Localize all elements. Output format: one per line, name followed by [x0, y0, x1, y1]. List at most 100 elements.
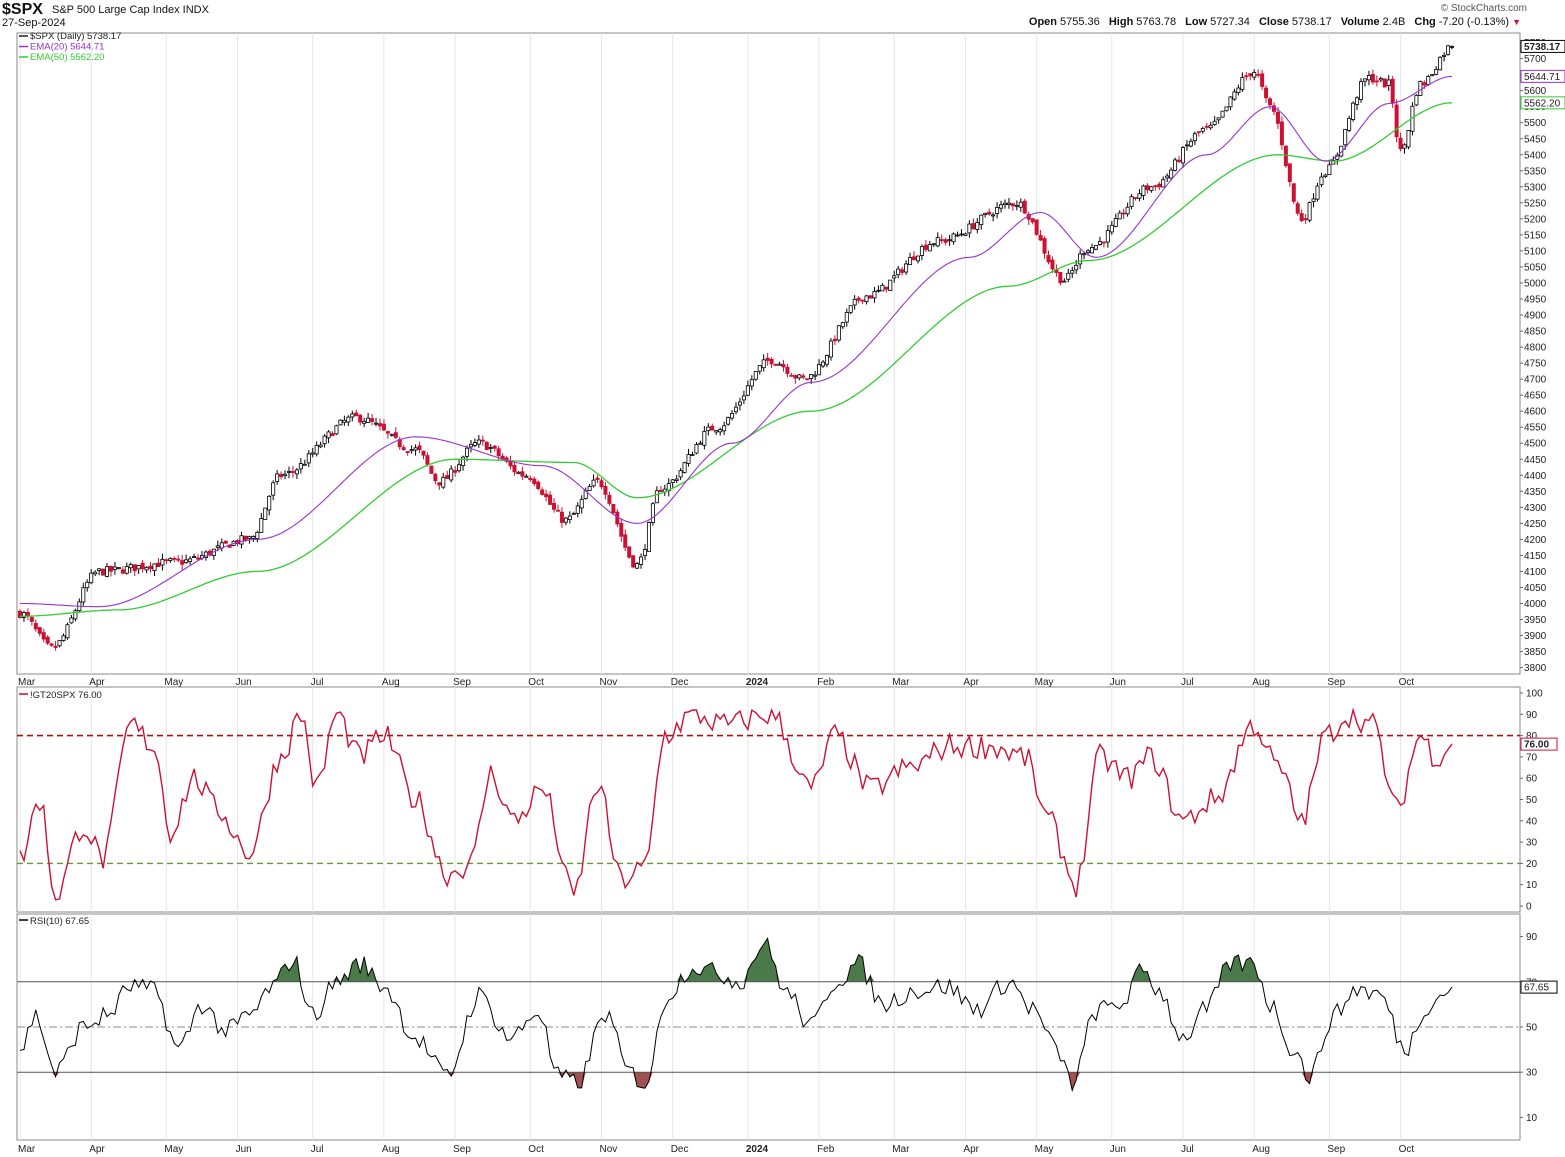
- candle-body: [152, 563, 157, 572]
- candle-body: [1196, 131, 1201, 134]
- candle-body: [730, 413, 735, 419]
- price-candle: [987, 208, 992, 216]
- x-tick-label: Sep: [1327, 677, 1345, 688]
- price-candle: [73, 608, 78, 622]
- candle-body: [342, 419, 347, 423]
- candle-body: [516, 471, 521, 474]
- candle-body: [761, 359, 766, 369]
- candle-body: [57, 640, 62, 647]
- price-ytick-label: 4850: [1524, 327, 1547, 338]
- down-arrow-icon: ▼: [1512, 17, 1521, 27]
- price-ytick-label: 4300: [1524, 503, 1547, 514]
- price-candle: [374, 417, 379, 427]
- candle-body: [943, 239, 948, 243]
- price-candle: [1046, 250, 1051, 265]
- price-candle: [516, 471, 521, 475]
- price-candle: [781, 359, 786, 372]
- price-candle: [666, 478, 671, 497]
- price-candle: [1078, 249, 1083, 269]
- volume-value: 2.4B: [1382, 16, 1406, 28]
- price-candle: [559, 507, 564, 528]
- price-candle: [144, 566, 149, 574]
- price-candle: [385, 430, 390, 439]
- price-candle: [65, 622, 70, 640]
- candle-body: [571, 513, 576, 515]
- price-candle: [409, 445, 414, 454]
- x-tick-label: May: [1035, 1144, 1054, 1155]
- price-candle: [690, 451, 695, 456]
- candle-body: [1347, 117, 1352, 131]
- x-tick-label: Jun: [1110, 677, 1126, 688]
- x-tick-label: Apr: [963, 677, 979, 688]
- price-candle: [856, 296, 861, 304]
- x-tick-label: Apr: [89, 1144, 105, 1155]
- price-candle: [346, 415, 351, 427]
- price-candle: [643, 544, 648, 560]
- candle-body: [908, 257, 913, 266]
- candle-body: [1362, 78, 1367, 82]
- candle-body: [745, 385, 750, 396]
- candle-body: [310, 452, 315, 455]
- price-candle: [722, 421, 727, 436]
- candle-body: [658, 489, 663, 492]
- price-candle: [919, 244, 924, 261]
- candle-body: [401, 447, 406, 450]
- price-candle: [1200, 126, 1205, 134]
- x-tick-label: Apr: [963, 1144, 979, 1155]
- price-candle: [1386, 74, 1391, 91]
- rsi-ytick-label: 10: [1526, 1113, 1538, 1124]
- candle-body: [393, 432, 398, 438]
- price-legend-entry: EMA(50) 5562.20: [30, 52, 104, 63]
- candle-body: [1283, 145, 1288, 167]
- price-candle: [93, 570, 98, 577]
- price-candle: [995, 202, 1000, 219]
- price-candle: [1343, 128, 1348, 150]
- candle-body: [1204, 125, 1209, 128]
- price-candle: [912, 251, 917, 261]
- candle-body: [524, 475, 529, 478]
- last-value-tag: [1520, 96, 1565, 110]
- candle-body: [512, 465, 517, 473]
- last-value-tag-label: 5562.20: [1524, 98, 1561, 109]
- price-ytick-label: 5150: [1524, 230, 1547, 241]
- candle-body: [413, 447, 418, 451]
- candle-body: [824, 355, 829, 365]
- candle-body: [409, 449, 414, 452]
- candle-body: [1066, 272, 1071, 280]
- price-candle: [69, 614, 74, 624]
- price-candle: [421, 450, 426, 460]
- price-candle: [326, 430, 331, 444]
- candle-body: [1070, 270, 1075, 274]
- candle-body: [670, 479, 675, 483]
- price-candle: [492, 444, 497, 452]
- price-ytick-label: 4950: [1524, 295, 1547, 306]
- price-ytick-label: 4650: [1524, 391, 1547, 402]
- price-candle: [836, 324, 841, 343]
- candle-body: [983, 212, 988, 216]
- gt20-ytick-label: 10: [1526, 880, 1538, 891]
- candle-body: [354, 412, 359, 417]
- candle-body: [999, 204, 1004, 209]
- candle-body: [259, 518, 264, 533]
- price-candle: [472, 438, 477, 448]
- price-candle: [1216, 117, 1221, 124]
- price-candle: [413, 444, 418, 456]
- price-candle: [1149, 186, 1154, 193]
- price-candle: [599, 478, 604, 490]
- price-candle: [461, 455, 466, 471]
- candle-body: [53, 645, 58, 648]
- candle-body: [1244, 75, 1249, 78]
- price-candle: [1161, 176, 1166, 188]
- candle-body: [623, 534, 628, 548]
- price-candle: [880, 283, 885, 292]
- candle-body: [1311, 198, 1316, 202]
- candle-body: [445, 475, 450, 479]
- candle-body: [1141, 185, 1146, 196]
- price-ytick-label: 3950: [1524, 615, 1547, 626]
- candle-body: [872, 291, 877, 299]
- candle-body: [1264, 87, 1269, 99]
- price-candle: [1359, 78, 1364, 103]
- price-candle: [132, 564, 137, 577]
- price-candle: [706, 423, 711, 436]
- candle-body: [801, 375, 806, 378]
